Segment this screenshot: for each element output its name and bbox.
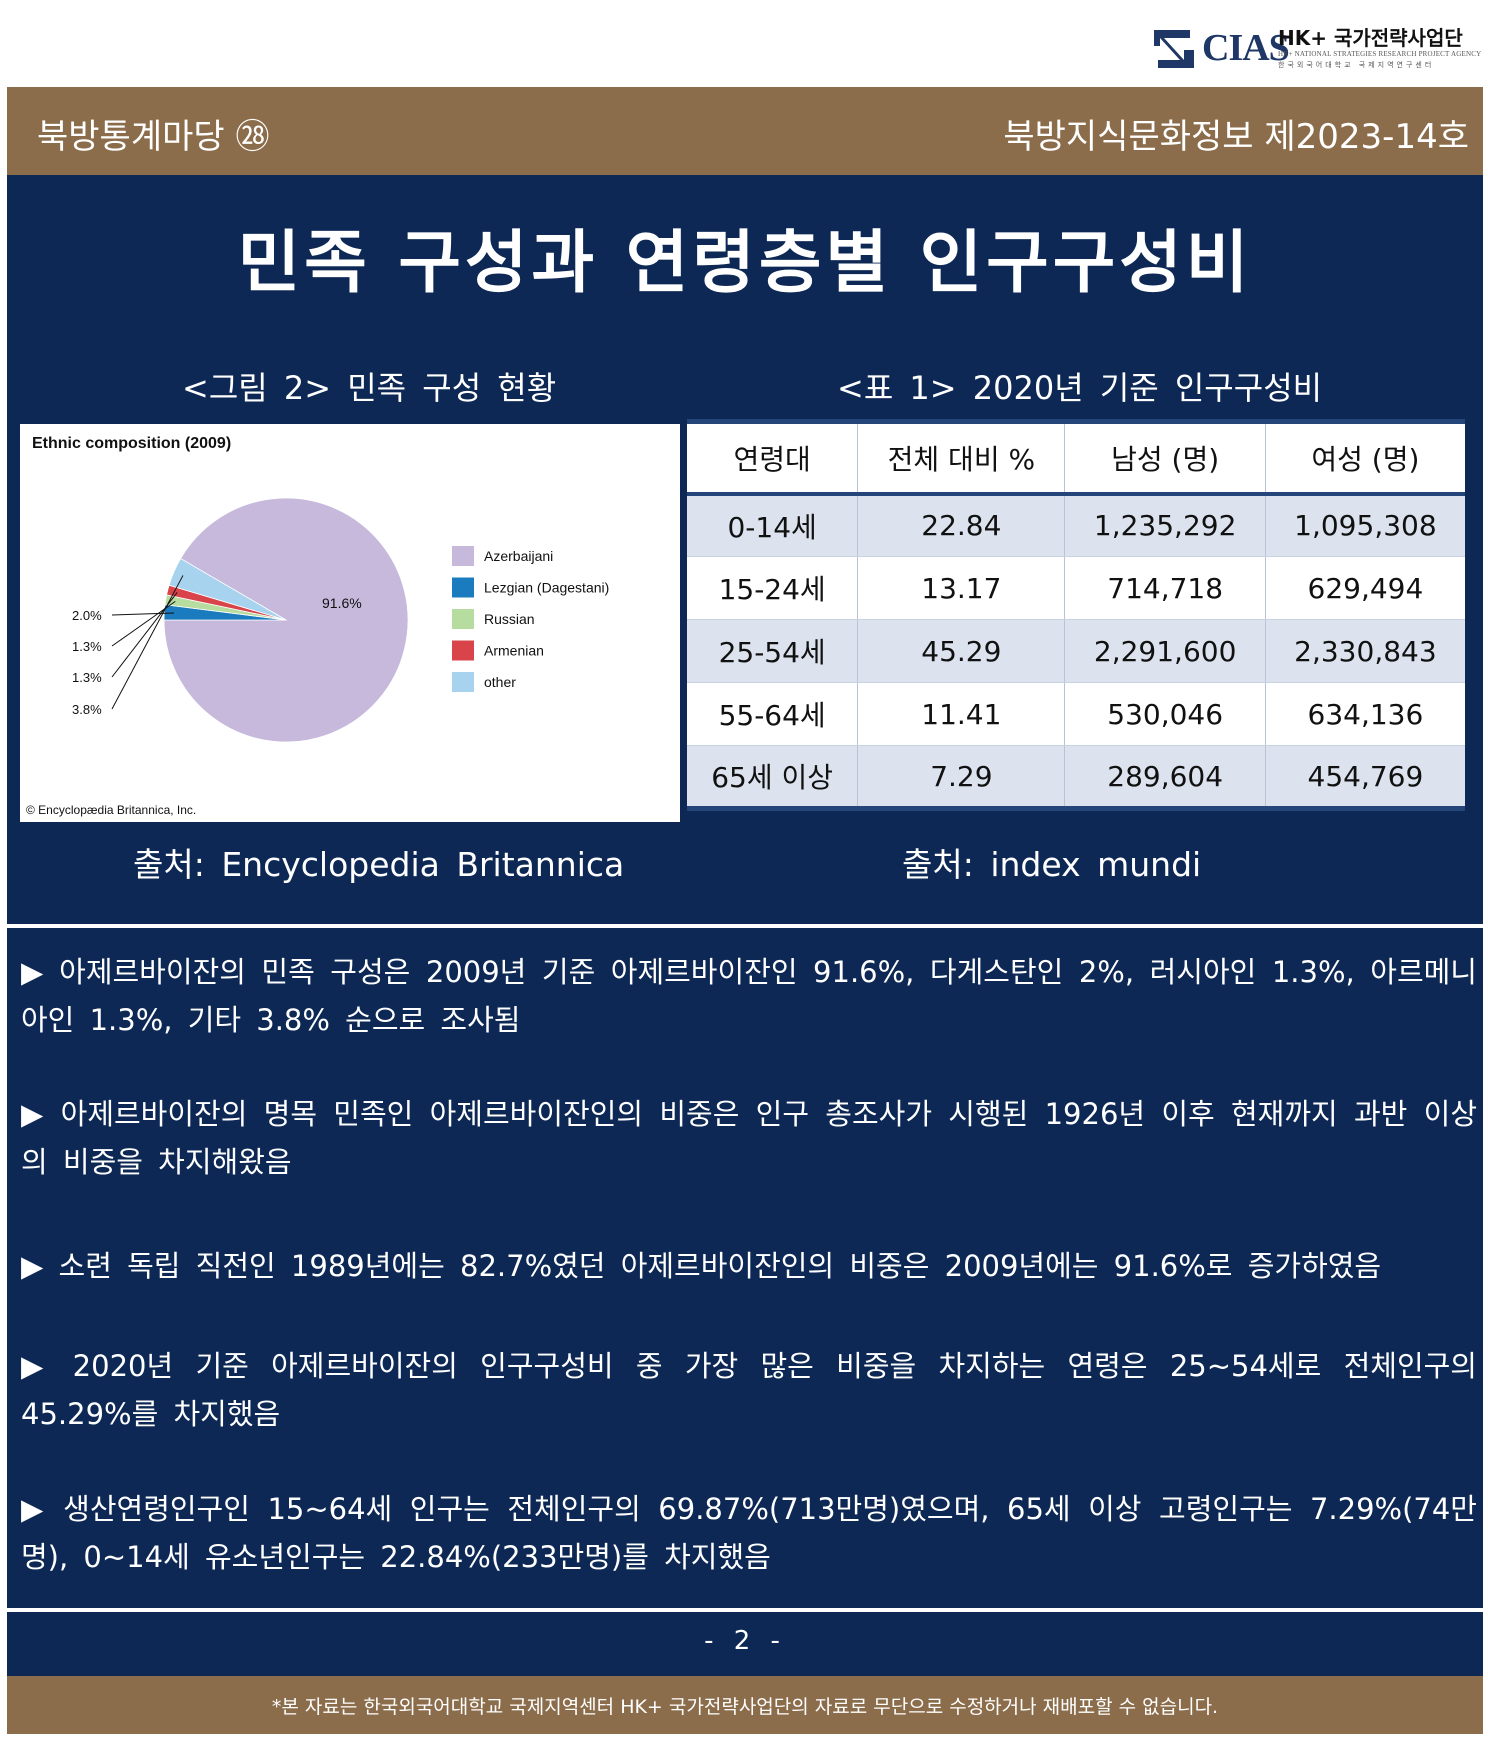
population-table: 연령대 전체 대비 % 남성 (명) 여성 (명) 0-14세 22.84 1,… — [687, 419, 1465, 811]
pie-slice-other — [168, 558, 287, 621]
table-row: 65세 이상 7.29 289,604 454,769 — [687, 745, 1465, 809]
series-label: 북방통계마당 ㉘ — [37, 117, 270, 157]
logo-sub-en: HK+ NATIONAL STRATEGIES RESEARCH PROJECT… — [1278, 50, 1482, 58]
summary-paragraph: ▶ 아제르바이잔의 명목 민족인 아제르바이잔인의 비중은 인구 총조사가 시행… — [21, 1097, 1477, 1179]
logo-program: HK+ 국가전략사업단 — [1278, 26, 1463, 50]
figure-caption: <그림 2> 민족 구성 현황 — [182, 369, 557, 407]
logo-sub-kr: 한국외국어대학교 국제지역연구센터 — [1278, 61, 1435, 69]
cell-percent: 45.29 — [857, 619, 1066, 683]
cias-logo: CIAS HK+ 국가전략사업단 HK+ NATIONAL STRATEGIES… — [1150, 18, 1482, 78]
pie-callout-line — [111, 575, 184, 710]
legend-swatch — [452, 609, 474, 629]
cell-percent: 22.84 — [857, 493, 1066, 557]
summary-paragraph: ▶ 생산연령인구인 15~64세 인구는 전체인구의 69.87%(713만명)… — [21, 1492, 1477, 1574]
cell-percent: 11.41 — [857, 682, 1066, 746]
table-row: 0-14세 22.84 1,235,292 1,095,308 — [687, 493, 1465, 557]
issue-label: 북방지식문화정보 제2023-14호 — [1003, 117, 1469, 157]
col-percent: 전체 대비 % — [857, 421, 1066, 496]
chart-copyright: © Encyclopædia Britannica, Inc. — [26, 803, 196, 817]
pie-label-azerbaijani: 91.6% — [322, 595, 362, 611]
table-header-row: 연령대 전체 대비 % 남성 (명) 여성 (명) — [687, 421, 1465, 496]
cell-age: 25-54세 — [687, 619, 859, 683]
cell-female: 634,136 — [1265, 682, 1465, 746]
logo-brand: CIAS — [1202, 27, 1290, 69]
legend-label: Lezgian (Dagestani) — [484, 580, 609, 596]
legend-swatch — [452, 577, 474, 598]
legend-label: Armenian — [484, 643, 544, 659]
cell-age: 55-64세 — [687, 682, 859, 746]
header-band: 북방통계마당 ㉘ 북방지식문화정보 제2023-14호 — [7, 87, 1483, 175]
legend-swatch — [452, 672, 474, 692]
table-caption: <표 1> 2020년 기준 인구구성비 — [837, 369, 1323, 407]
pie-label-lezgian-dagestani: 2.0% — [72, 608, 102, 623]
col-age: 연령대 — [687, 421, 859, 496]
figure-source: 출처: Encyclopedia Britannica — [133, 845, 625, 884]
cell-age: 65세 이상 — [687, 745, 859, 809]
cell-female: 454,769 — [1265, 745, 1465, 809]
cell-percent: 13.17 — [857, 556, 1066, 620]
footer-band: *본 자료는 한국외국어대학교 국제지역센터 HK+ 국가전략사업단의 자료로 … — [7, 1676, 1483, 1734]
cell-male: 2,291,600 — [1064, 619, 1266, 683]
summary-paragraph: ▶ 소련 독립 직전인 1989년에는 82.7%였던 아제르바이잔인의 비중은… — [21, 1249, 1382, 1283]
cell-female: 1,095,308 — [1265, 493, 1465, 557]
summary-paragraph: ▶ 아제르바이잔의 민족 구성은 2009년 기준 아제르바이잔인 91.6%,… — [21, 955, 1477, 1037]
col-male: 남성 (명) — [1064, 421, 1266, 496]
table-row: 25-54세 45.29 2,291,600 2,330,843 — [687, 619, 1465, 683]
cell-male: 714,718 — [1064, 556, 1266, 620]
summary-paragraph: ▶ 2020년 기준 아제르바이잔의 인구구성비 중 가장 많은 비중을 차지하… — [21, 1349, 1477, 1431]
content-panel: 민족 구성과 연령층별 인구구성비 <그림 2> 민족 구성 현황 <표 1> … — [7, 175, 1483, 924]
pie-label-russian: 1.3% — [72, 639, 102, 654]
cell-male: 530,046 — [1064, 682, 1266, 746]
chart-title: Ethnic composition (2009) — [32, 435, 231, 452]
legend-label: Russian — [484, 611, 535, 627]
cell-female: 629,494 — [1265, 556, 1465, 620]
table-source: 출처: index mundi — [902, 845, 1202, 884]
cell-female: 2,330,843 — [1265, 619, 1465, 683]
summary-panel: ▶ 아제르바이잔의 민족 구성은 2009년 기준 아제르바이잔인 91.6%,… — [7, 928, 1483, 1608]
table-row: 55-64세 11.41 530,046 634,136 — [687, 682, 1465, 746]
cell-male: 1,235,292 — [1064, 493, 1266, 557]
copyright-note: *본 자료는 한국외국어대학교 국제지역센터 HK+ 국가전략사업단의 자료로 … — [271, 1696, 1219, 1718]
col-female: 여성 (명) — [1265, 421, 1465, 496]
legend-label: other — [484, 674, 516, 690]
cell-age: 0-14세 — [687, 493, 859, 557]
cell-percent: 7.29 — [857, 745, 1066, 809]
cell-age: 15-24세 — [687, 556, 859, 620]
legend-label: Azerbaijani — [484, 548, 553, 564]
page-title: 민족 구성과 연령층별 인구구성비 — [237, 224, 1253, 303]
pie-callout-line — [111, 612, 174, 616]
legend-swatch — [452, 546, 474, 566]
pie-label-other: 3.8% — [72, 702, 102, 717]
pie-label-armenian: 1.3% — [72, 670, 102, 685]
page-number: - 2 - — [704, 1626, 786, 1656]
legend-swatch — [452, 640, 474, 661]
table-row: 15-24세 13.17 714,718 629,494 — [687, 556, 1465, 620]
cell-male: 289,604 — [1064, 745, 1266, 809]
cias-emblem-icon — [1154, 30, 1194, 68]
ethnic-pie-chart: Ethnic composition (2009) 91.6% 2.0% 1.3% 1… — [20, 424, 680, 822]
page-number-bar: - 2 - — [7, 1612, 1483, 1676]
